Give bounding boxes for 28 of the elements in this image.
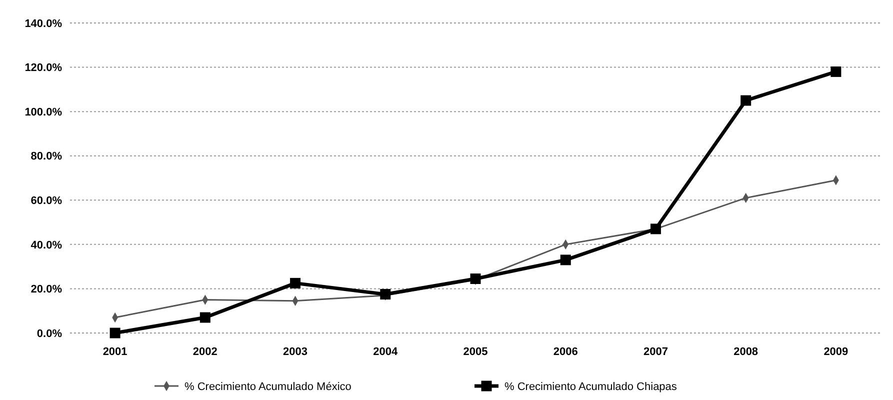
x-tick-label: 2003 bbox=[283, 346, 308, 358]
point bbox=[380, 289, 391, 300]
y-tick-label: 140.0% bbox=[24, 18, 62, 30]
point bbox=[110, 328, 120, 338]
y-tick-label: 80.0% bbox=[30, 150, 62, 163]
x-tick-label: 2005 bbox=[463, 346, 488, 358]
y-tick-label: 100.0% bbox=[24, 106, 62, 118]
point bbox=[290, 278, 301, 288]
x-tick-label: 2001 bbox=[102, 346, 128, 358]
x-tick-label: 2009 bbox=[824, 346, 848, 358]
point bbox=[740, 95, 752, 106]
y-tick-label: 120.0% bbox=[24, 62, 62, 74]
y-tick-label: 60.0% bbox=[30, 194, 62, 207]
x-tick-label: 2002 bbox=[192, 346, 218, 358]
x-tick-label: 2008 bbox=[734, 346, 758, 358]
y-tick-label: 0.0% bbox=[36, 328, 62, 340]
point bbox=[470, 274, 481, 284]
point bbox=[650, 224, 661, 234]
x-tick-label: 2006 bbox=[553, 346, 578, 358]
x-tick-label: 2007 bbox=[643, 346, 668, 358]
x-tick-label: 2004 bbox=[373, 346, 398, 358]
legend-label: % Crecimiento Acumulado Chiapas bbox=[504, 380, 678, 393]
point bbox=[560, 254, 571, 266]
point bbox=[830, 66, 842, 77]
point bbox=[200, 312, 210, 323]
y-tick-label: 20.0% bbox=[30, 284, 62, 296]
legend-label: % Crecimiento Acumulado México bbox=[184, 380, 352, 393]
y-tick-label: 40.0% bbox=[30, 239, 62, 252]
